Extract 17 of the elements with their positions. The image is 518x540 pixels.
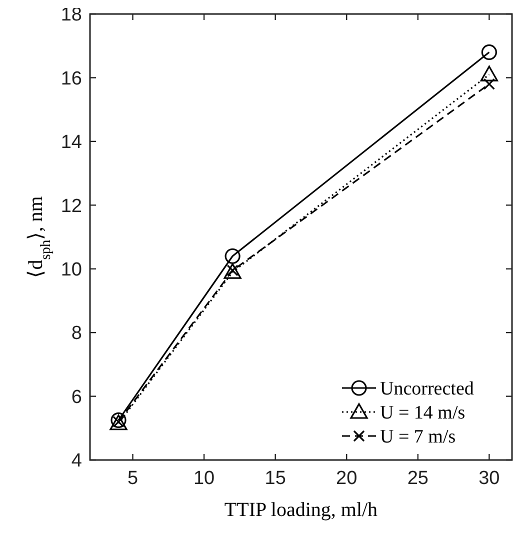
x-tick-label: 25: [407, 468, 428, 489]
y-tick-label: 14: [60, 132, 82, 154]
y-tick-label: 10: [60, 260, 82, 281]
x-axis-title: TTIP loading, ml/h: [224, 499, 378, 521]
legend-label: U = 14 m/s: [380, 402, 466, 424]
legend-label: U = 7 m/s: [380, 426, 456, 448]
x-tick-label: 10: [193, 468, 215, 489]
legend-label: Uncorrected: [380, 378, 474, 400]
x-tick-label: 15: [264, 468, 286, 489]
y-tick-label: 6: [71, 386, 82, 408]
y-tick-label: 4: [71, 450, 82, 472]
x-tick-label: 5: [127, 468, 138, 489]
x-tick-label: 20: [336, 468, 358, 489]
y-tick-label: 16: [60, 68, 82, 90]
x-tick-label: 30: [478, 468, 500, 489]
y-tick-label: 8: [71, 323, 82, 344]
y-tick-label: 12: [60, 196, 82, 217]
